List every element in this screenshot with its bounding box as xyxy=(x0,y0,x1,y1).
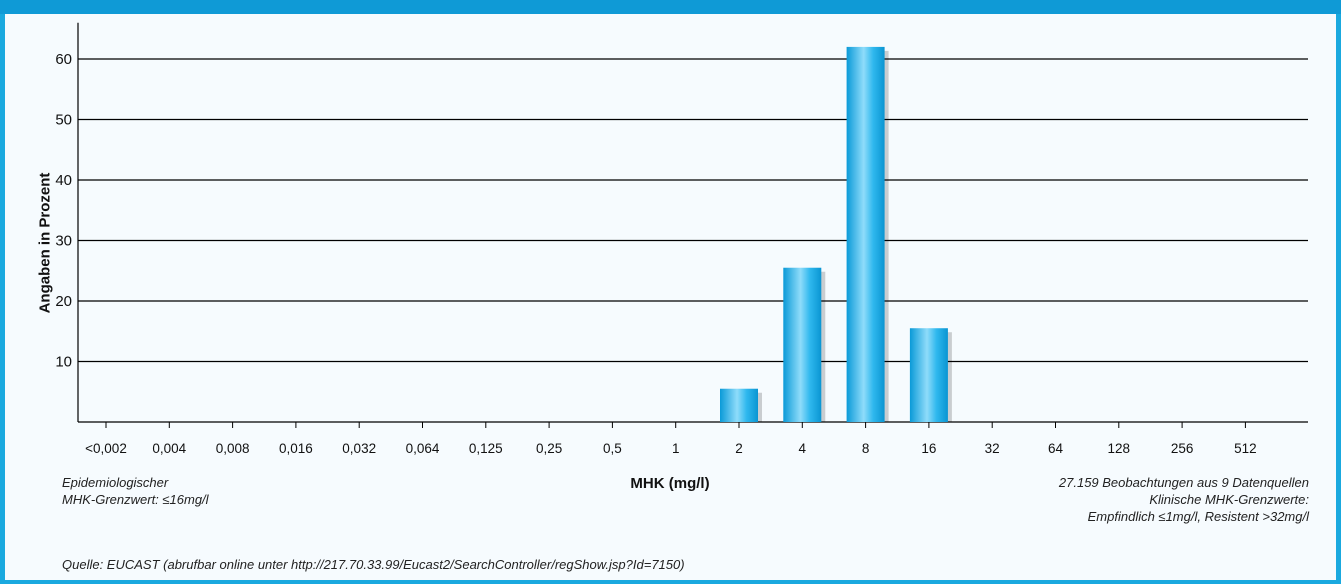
note-left-line2: MHK-Grenzwert: ≤16mg/l xyxy=(62,492,209,507)
x-tick-label: 8 xyxy=(862,441,870,456)
bar-2 xyxy=(720,388,758,422)
x-tick-label: <0,002 xyxy=(85,441,127,456)
epidemiological-note: Epidemiologischer MHK-Grenzwert: ≤16mg/l xyxy=(62,474,209,508)
bar-4 xyxy=(783,267,822,422)
x-tick-label: 0,016 xyxy=(279,441,313,456)
title-band xyxy=(0,0,1341,14)
y-tick-label: 30 xyxy=(55,233,72,250)
y-tick-label: 40 xyxy=(55,172,72,189)
x-tick-label: 4 xyxy=(799,441,807,456)
x-tick-label: 64 xyxy=(1048,441,1064,456)
x-tick-label: 128 xyxy=(1108,441,1131,456)
note-right-line2: Klinische MHK-Grenzwerte: xyxy=(1149,492,1309,507)
source-note: Quelle: EUCAST (abrufbar online unter ht… xyxy=(62,557,685,572)
x-tick-label: 16 xyxy=(921,441,936,456)
x-axis-title: MHK (mg/l) xyxy=(630,475,710,492)
y-tick-label: 60 xyxy=(55,51,72,68)
x-tick-label: 1 xyxy=(672,441,680,456)
x-tick-label: 32 xyxy=(985,441,1000,456)
x-tick-label: 0,004 xyxy=(152,441,186,456)
y-tick-label: 10 xyxy=(55,354,72,371)
bar-16 xyxy=(909,328,948,422)
y-tick-label: 50 xyxy=(55,112,72,129)
note-left-line1: Epidemiologischer xyxy=(62,475,169,490)
x-tick-label: 2 xyxy=(735,441,743,456)
y-axis-title: Angaben in Prozent xyxy=(36,172,54,314)
note-right-line1: 27.159 Beobachtungen aus 9 Datenquellen xyxy=(1058,475,1309,490)
x-tick-label: 0,125 xyxy=(469,441,503,456)
x-tick-label: 0,064 xyxy=(406,441,440,456)
note-right-line3: Empfindlich ≤1mg/l, Resistent >32mg/l xyxy=(1087,509,1309,524)
y-tick-label: 20 xyxy=(55,293,72,310)
bar-8 xyxy=(846,46,885,423)
x-tick-label: 0,008 xyxy=(216,441,250,456)
x-tick-label: 0,5 xyxy=(603,441,622,456)
observations-note: 27.159 Beobachtungen aus 9 Datenquellen … xyxy=(1059,474,1309,525)
x-tick-label: 0,25 xyxy=(536,441,562,456)
x-tick-label: 256 xyxy=(1171,441,1194,456)
x-tick-label: 0,032 xyxy=(342,441,376,456)
x-tick-label: 512 xyxy=(1234,441,1257,456)
